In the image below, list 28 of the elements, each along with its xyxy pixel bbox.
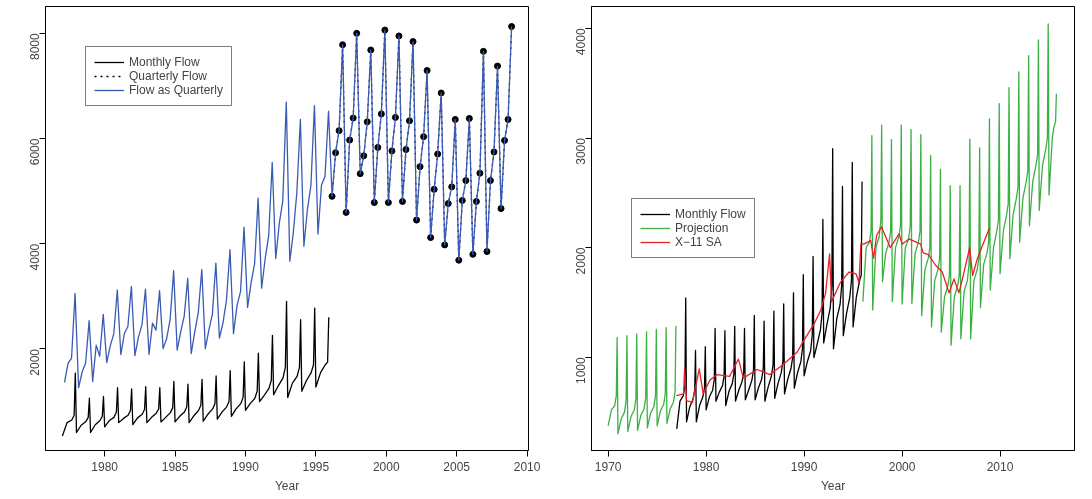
- x-tick-label: 2010: [513, 459, 541, 474]
- legend-label: Flow as Quarterly: [129, 83, 224, 97]
- y-tick-label: 2000: [28, 348, 42, 376]
- x-tick-label: 2000: [888, 459, 916, 474]
- legend-label: Quarterly Flow: [129, 69, 208, 83]
- x-tick-label: 1995: [302, 459, 330, 474]
- y-tick-label: 2000: [574, 247, 588, 275]
- legend-label: Projection: [675, 221, 729, 235]
- x-tick-label: 2005: [443, 459, 471, 474]
- y-tick-label: 8000: [28, 33, 42, 61]
- x-tick-label: 1985: [161, 459, 189, 474]
- x-tick-label: 1980: [692, 459, 720, 474]
- x-tick-label: 1990: [790, 459, 818, 474]
- legend-label: X−11 SA: [675, 235, 722, 249]
- y-tick-label: 1000: [574, 356, 588, 385]
- x-tick-label: 1990: [232, 459, 260, 474]
- x-axis-title: Year: [274, 478, 300, 493]
- x-tick-label: 1970: [594, 459, 622, 474]
- y-tick-label: 3000: [574, 137, 588, 165]
- legend-label: Monthly Flow: [129, 55, 200, 69]
- x-tick-label: 1980: [91, 459, 119, 474]
- y-tick-label: 6000: [28, 138, 42, 166]
- x-axis-title: Year: [820, 478, 846, 493]
- y-tick-label: 4000: [28, 243, 42, 271]
- y-tick-label: 4000: [574, 28, 588, 56]
- x-tick-label: 2000: [372, 459, 400, 474]
- legend-label: Monthly Flow: [675, 207, 746, 221]
- x-tick-label: 2010: [986, 459, 1014, 474]
